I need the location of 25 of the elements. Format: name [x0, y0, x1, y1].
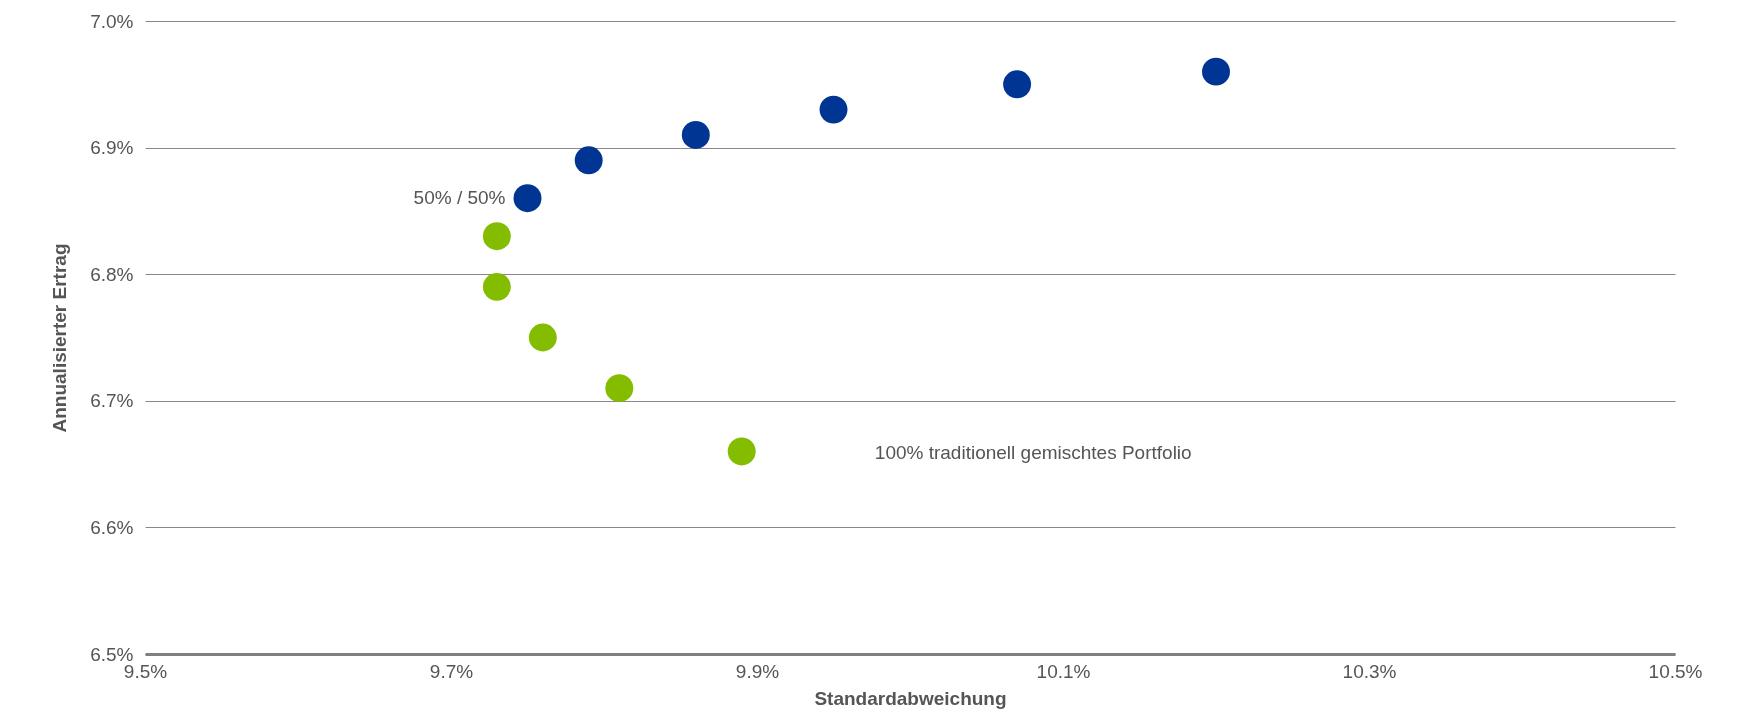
point: [681, 121, 710, 149]
y-tick-label: 6.9%: [90, 137, 134, 159]
y-axis-title: Annualisierter Ertrag: [49, 243, 71, 433]
annotation: 50% / 50%: [413, 187, 506, 209]
point: [528, 323, 557, 352]
x-tick-label: 10.1%: [1036, 660, 1091, 682]
x-tick-label: 10.3%: [1342, 660, 1397, 682]
x-tick-label: 10.5%: [1648, 660, 1703, 682]
point: [1003, 70, 1032, 99]
point: [482, 222, 511, 251]
y-tick-label: 7.0%: [90, 10, 134, 32]
point: [482, 272, 511, 301]
annotation: 100% traditionell gemischtes Portfolio: [874, 442, 1192, 464]
x-tick-label: 9.7%: [429, 660, 474, 682]
point: [819, 95, 848, 124]
y-tick-label: 6.6%: [90, 516, 134, 538]
y-tick-label: 6.8%: [90, 263, 134, 285]
point: [1202, 57, 1230, 86]
y-tick-label: 6.7%: [90, 390, 134, 412]
x-axis-title: Standardabweichung: [814, 687, 1007, 709]
point: [513, 184, 542, 213]
x-tick-label: 9.9%: [735, 660, 780, 682]
point: [727, 437, 756, 466]
point: [605, 374, 634, 403]
point: [574, 146, 603, 175]
